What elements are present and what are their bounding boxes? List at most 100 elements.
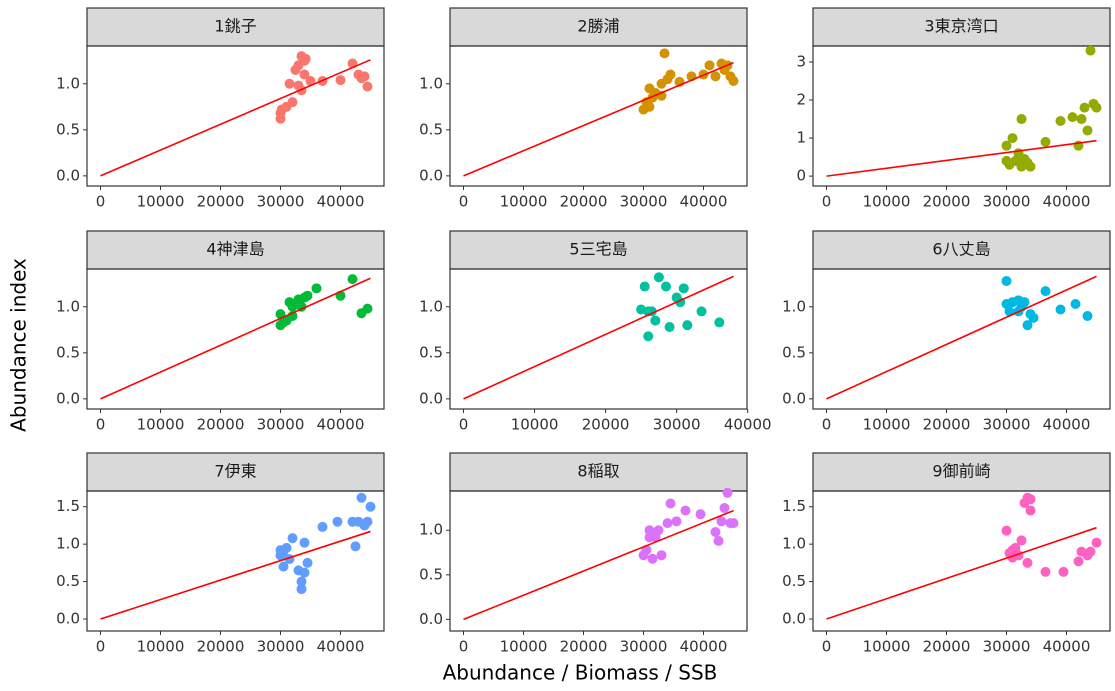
point	[659, 48, 670, 59]
point	[300, 53, 311, 64]
point	[1016, 114, 1027, 125]
x-tick-label: 10000	[863, 416, 911, 434]
y-tick-label: 0.0	[419, 389, 443, 407]
point	[1007, 133, 1018, 144]
point	[1076, 114, 1087, 125]
point	[1040, 136, 1051, 147]
point	[332, 516, 343, 527]
y-tick-label: 1.0	[419, 74, 443, 92]
x-tick-label: 10000	[137, 416, 185, 434]
point	[365, 501, 376, 512]
point	[1010, 542, 1021, 553]
point	[1040, 566, 1051, 577]
point	[1025, 494, 1036, 505]
point	[713, 535, 724, 546]
x-tick-label: 20000	[197, 638, 245, 656]
x-tick-label: 20000	[582, 416, 630, 434]
y-tick-label: 0.0	[782, 389, 806, 407]
x-tick-label: 0	[96, 193, 106, 211]
point	[1082, 125, 1093, 136]
x-axis-title: Abundance / Biomass / SSB	[443, 661, 718, 685]
point	[1058, 566, 1069, 577]
x-tick-label: 40000	[1043, 416, 1091, 434]
point	[704, 60, 715, 71]
point	[710, 71, 721, 82]
point	[1085, 45, 1096, 56]
facet-title: 3東京湾口	[924, 17, 998, 36]
point	[1001, 140, 1012, 151]
x-tick-label: 10000	[137, 638, 185, 656]
x-tick-label: 40000	[317, 193, 365, 211]
point	[1073, 556, 1084, 567]
fit-line	[826, 139, 1097, 177]
point	[644, 525, 655, 536]
point	[678, 283, 689, 294]
point	[287, 97, 298, 108]
point	[1055, 304, 1066, 315]
fit-line	[826, 526, 1097, 620]
point	[278, 561, 289, 572]
point	[1091, 537, 1102, 548]
x-tick-label: 0	[459, 193, 469, 211]
y-tick-label: 1.0	[419, 521, 443, 539]
point	[311, 283, 322, 294]
y-tick-label: 0.5	[419, 565, 443, 583]
point	[1001, 525, 1012, 536]
panel-border	[449, 268, 748, 410]
point	[644, 101, 655, 112]
facet-title: 7伊東	[214, 462, 256, 481]
fit-line	[826, 275, 1097, 400]
y-tick-label: 1.0	[782, 535, 806, 553]
point	[665, 498, 676, 509]
panel-border	[449, 490, 748, 632]
y-tick-label: 0.0	[419, 166, 443, 184]
y-tick-label: 0.5	[56, 343, 80, 361]
point	[305, 76, 316, 86]
point	[1016, 535, 1027, 546]
strip	[86, 452, 385, 492]
x-tick-label: 10000	[500, 638, 548, 656]
point	[1079, 102, 1090, 113]
point	[287, 533, 298, 544]
y-tick-label: 0.0	[419, 610, 443, 628]
facet-title: 5三宅島	[569, 240, 627, 259]
point	[665, 69, 676, 80]
panel-border	[86, 268, 385, 410]
point	[287, 301, 298, 312]
x-tick-label: 30000	[257, 193, 305, 211]
facet-title: 2勝浦	[577, 17, 619, 36]
point	[719, 502, 730, 513]
fit-line	[463, 275, 734, 400]
x-tick-label: 30000	[983, 193, 1031, 211]
x-tick-label: 20000	[923, 193, 971, 211]
point	[299, 567, 310, 578]
point	[1022, 320, 1033, 331]
y-tick-label: 1.5	[56, 497, 80, 515]
y-tick-label: 1.0	[419, 297, 443, 315]
x-tick-label: 20000	[197, 193, 245, 211]
point	[671, 516, 682, 527]
y-tick-label: 0.5	[782, 343, 806, 361]
point	[647, 553, 658, 564]
y-tick-label: 0.5	[56, 572, 80, 590]
y-tick-label: 1	[796, 129, 806, 147]
y-tick-label: 0.0	[56, 166, 80, 184]
x-tick-label: 0	[96, 416, 106, 434]
x-tick-label: 0	[822, 416, 832, 434]
facet-title: 6八丈島	[932, 240, 990, 259]
fit-line	[100, 530, 371, 620]
point	[284, 78, 295, 89]
point	[335, 75, 346, 86]
strip	[812, 230, 1111, 270]
panel-border	[812, 268, 1111, 410]
point	[1022, 557, 1033, 568]
point	[347, 274, 358, 285]
x-tick-label: 10000	[137, 193, 185, 211]
point	[356, 492, 367, 503]
x-tick-label: 20000	[923, 416, 971, 434]
point	[299, 69, 310, 80]
facet-title: 9御前崎	[932, 462, 990, 481]
y-tick-label: 0.5	[419, 120, 443, 138]
y-tick-label: 0.5	[419, 343, 443, 361]
y-axis-title: Abundance index	[7, 258, 31, 432]
